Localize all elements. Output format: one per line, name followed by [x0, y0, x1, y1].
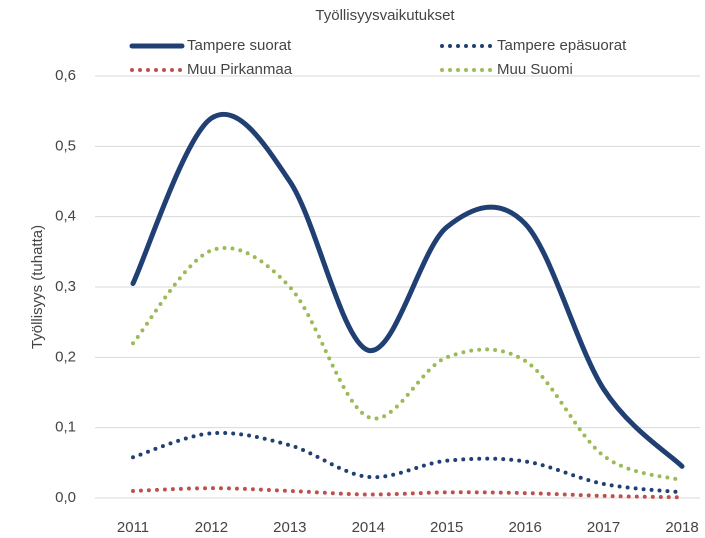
y-axis-label: Työllisyys (tuhatta)	[29, 225, 46, 349]
y-tick-label: 0,6	[55, 67, 76, 84]
x-tick-label: 2017	[587, 519, 620, 536]
series-line	[130, 111, 685, 469]
x-tick-label: 2013	[273, 519, 306, 536]
x-tick-label: 2011	[117, 519, 149, 536]
x-tick-label: 2012	[195, 519, 228, 536]
y-tick-label: 0,4	[55, 208, 76, 225]
chart-title: Työllisyysvaikutukset	[315, 7, 455, 24]
series-line	[131, 486, 684, 500]
legend-label: Muu Pirkanmaa	[187, 61, 293, 78]
y-tick-label: 0,0	[55, 489, 76, 506]
x-tick-label: 2015	[430, 519, 463, 536]
y-tick-label: 0,1	[55, 419, 76, 436]
legend-label: Muu Suomi	[497, 61, 573, 78]
series-line	[131, 430, 684, 495]
x-tick-label: 2014	[352, 519, 385, 536]
series-line	[131, 245, 684, 483]
legend-label: Tampere epäsuorat	[497, 37, 627, 54]
x-tick-label: 2016	[508, 519, 541, 536]
legend-label: Tampere suorat	[187, 37, 292, 54]
x-tick-label: 2018	[665, 519, 698, 536]
y-tick-label: 0,2	[55, 348, 76, 365]
y-tick-label: 0,5	[55, 137, 76, 154]
y-tick-label: 0,3	[55, 278, 76, 295]
